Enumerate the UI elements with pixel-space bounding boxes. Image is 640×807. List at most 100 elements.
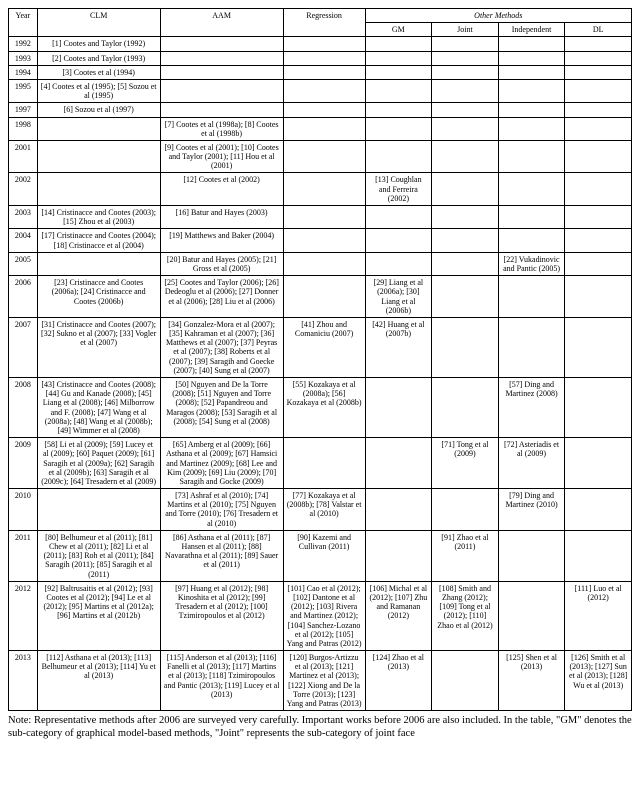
cell-gm: [365, 140, 432, 173]
cell-joint: [432, 206, 499, 229]
cell-aam: [97] Huang et al (2012); [98] Kinoshita …: [160, 581, 283, 650]
cell-ind: [498, 317, 565, 377]
cell-year: 2004: [9, 229, 38, 252]
cell-clm: [14] Cristinacce and Cootes (2003); [15]…: [37, 206, 160, 229]
cell-dl: [565, 140, 632, 173]
cell-ind: [79] Ding and Martinez (2010): [498, 489, 565, 531]
cell-reg: [283, 229, 365, 252]
cell-joint: [432, 103, 499, 117]
cell-joint: [432, 37, 499, 51]
cell-reg: [283, 438, 365, 489]
cell-joint: [432, 252, 499, 275]
cell-gm: [365, 103, 432, 117]
cell-gm: [13] Coughlan and Ferreira (2002): [365, 173, 432, 206]
cell-joint: [432, 229, 499, 252]
cell-year: 1994: [9, 65, 38, 79]
cell-ind: [57] Ding and Martinez (2008): [498, 378, 565, 438]
cell-gm: [365, 489, 432, 531]
cell-reg: [283, 103, 365, 117]
table-header: Year CLM AAM Regression Other Methods GM…: [9, 9, 632, 37]
cell-joint: [432, 317, 499, 377]
cell-dl: [565, 530, 632, 581]
cell-clm: [43] Cristinacce and Cootes (2008); [44]…: [37, 378, 160, 438]
cell-aam: [160, 79, 283, 102]
cell-year: 2003: [9, 206, 38, 229]
table-row: 2001[9] Cootes et al (2001); [10] Cootes…: [9, 140, 632, 173]
cell-gm: [365, 51, 432, 65]
cell-joint: [432, 173, 499, 206]
cell-clm: [1] Cootes and Taylor (1992): [37, 37, 160, 51]
table-row: 1993[2] Cootes and Taylor (1993): [9, 51, 632, 65]
cell-reg: [283, 173, 365, 206]
cell-joint: [71] Tong et al (2009): [432, 438, 499, 489]
cell-aam: [34] Gonzalez-Mora et al (2007); [35] Ka…: [160, 317, 283, 377]
col-year: Year: [9, 9, 38, 37]
cell-gm: [42] Huang et al (2007b): [365, 317, 432, 377]
cell-aam: [160, 37, 283, 51]
cell-dl: [565, 65, 632, 79]
cell-clm: [4] Cootes et al (1995); [5] Sozou et al…: [37, 79, 160, 102]
cell-reg: [101] Cao et al (2012); [102] Dantone et…: [283, 581, 365, 650]
cell-reg: [283, 51, 365, 65]
cell-clm: [37, 489, 160, 531]
cell-dl: [111] Luo et al (2012): [565, 581, 632, 650]
cell-aam: [16] Batur and Hayes (2003): [160, 206, 283, 229]
cell-reg: [283, 79, 365, 102]
table-row: 2005 [20] Batur and Hayes (2005); [21] Gr…: [9, 252, 632, 275]
cell-year: 1995: [9, 79, 38, 102]
cell-dl: [565, 438, 632, 489]
cell-aam: [86] Asthana et al (2011); [87] Hansen e…: [160, 530, 283, 581]
table-row: 1997[6] Sozou et al (1997): [9, 103, 632, 117]
cell-clm: [37, 252, 160, 275]
cell-clm: [92] Baltrusaitis et al (2012); [93] Coo…: [37, 581, 160, 650]
cell-aam: [115] Anderson et al (2013); [116] Fanel…: [160, 651, 283, 711]
cell-clm: [112] Asthana et al (2013); [113] Belhum…: [37, 651, 160, 711]
cell-ind: [498, 140, 565, 173]
table-row: 1995[4] Cootes et al (1995); [5] Sozou e…: [9, 79, 632, 102]
cell-joint: [432, 51, 499, 65]
table-row: 2006[23] Cristinacce and Cootes (2006a);…: [9, 276, 632, 318]
cell-clm: [6] Sozou et al (1997): [37, 103, 160, 117]
col-gm: GM: [365, 23, 432, 37]
cell-ind: [498, 229, 565, 252]
cell-year: 2002: [9, 173, 38, 206]
cell-joint: [432, 276, 499, 318]
cell-reg: [283, 276, 365, 318]
cell-ind: [498, 65, 565, 79]
cell-ind: [498, 581, 565, 650]
cell-dl: [565, 79, 632, 102]
cell-joint: [432, 489, 499, 531]
cell-dl: [565, 229, 632, 252]
cell-aam: [25] Cootes and Taylor (2006); [26] Dede…: [160, 276, 283, 318]
cell-ind: [22] Vukadinovic and Pantic (2005): [498, 252, 565, 275]
cell-year: 1993: [9, 51, 38, 65]
cell-reg: [283, 206, 365, 229]
cell-clm: [2] Cootes and Taylor (1993): [37, 51, 160, 65]
cell-reg: [77] Kozakaya et al (2008b); [78] Valsta…: [283, 489, 365, 531]
cell-gm: [365, 229, 432, 252]
cell-reg: [120] Burgos-Artizzu et al (2013); [121]…: [283, 651, 365, 711]
cell-joint: [432, 65, 499, 79]
cell-year: 2005: [9, 252, 38, 275]
table-row: 2013[112] Asthana et al (2013); [113] Be…: [9, 651, 632, 711]
cell-ind: [498, 103, 565, 117]
cell-clm: [37, 117, 160, 140]
cell-reg: [283, 140, 365, 173]
col-other-methods: Other Methods: [365, 9, 631, 23]
cell-dl: [565, 117, 632, 140]
table-row: 1992[1] Cootes and Taylor (1992): [9, 37, 632, 51]
cell-gm: [365, 530, 432, 581]
cell-aam: [7] Cootes et al (1998a); [8] Cootes et …: [160, 117, 283, 140]
cell-year: 2010: [9, 489, 38, 531]
cell-ind: [72] Asteriadis et al (2009): [498, 438, 565, 489]
cell-gm: [365, 37, 432, 51]
methods-table: Year CLM AAM Regression Other Methods GM…: [8, 8, 632, 711]
cell-clm: [80] Belhumeur et al (2011); [81] Chew e…: [37, 530, 160, 581]
cell-year: 2008: [9, 378, 38, 438]
cell-aam: [20] Batur and Hayes (2005); [21] Gross …: [160, 252, 283, 275]
cell-dl: [565, 173, 632, 206]
cell-aam: [160, 51, 283, 65]
cell-aam: [160, 103, 283, 117]
cell-ind: [498, 276, 565, 318]
cell-dl: [565, 378, 632, 438]
